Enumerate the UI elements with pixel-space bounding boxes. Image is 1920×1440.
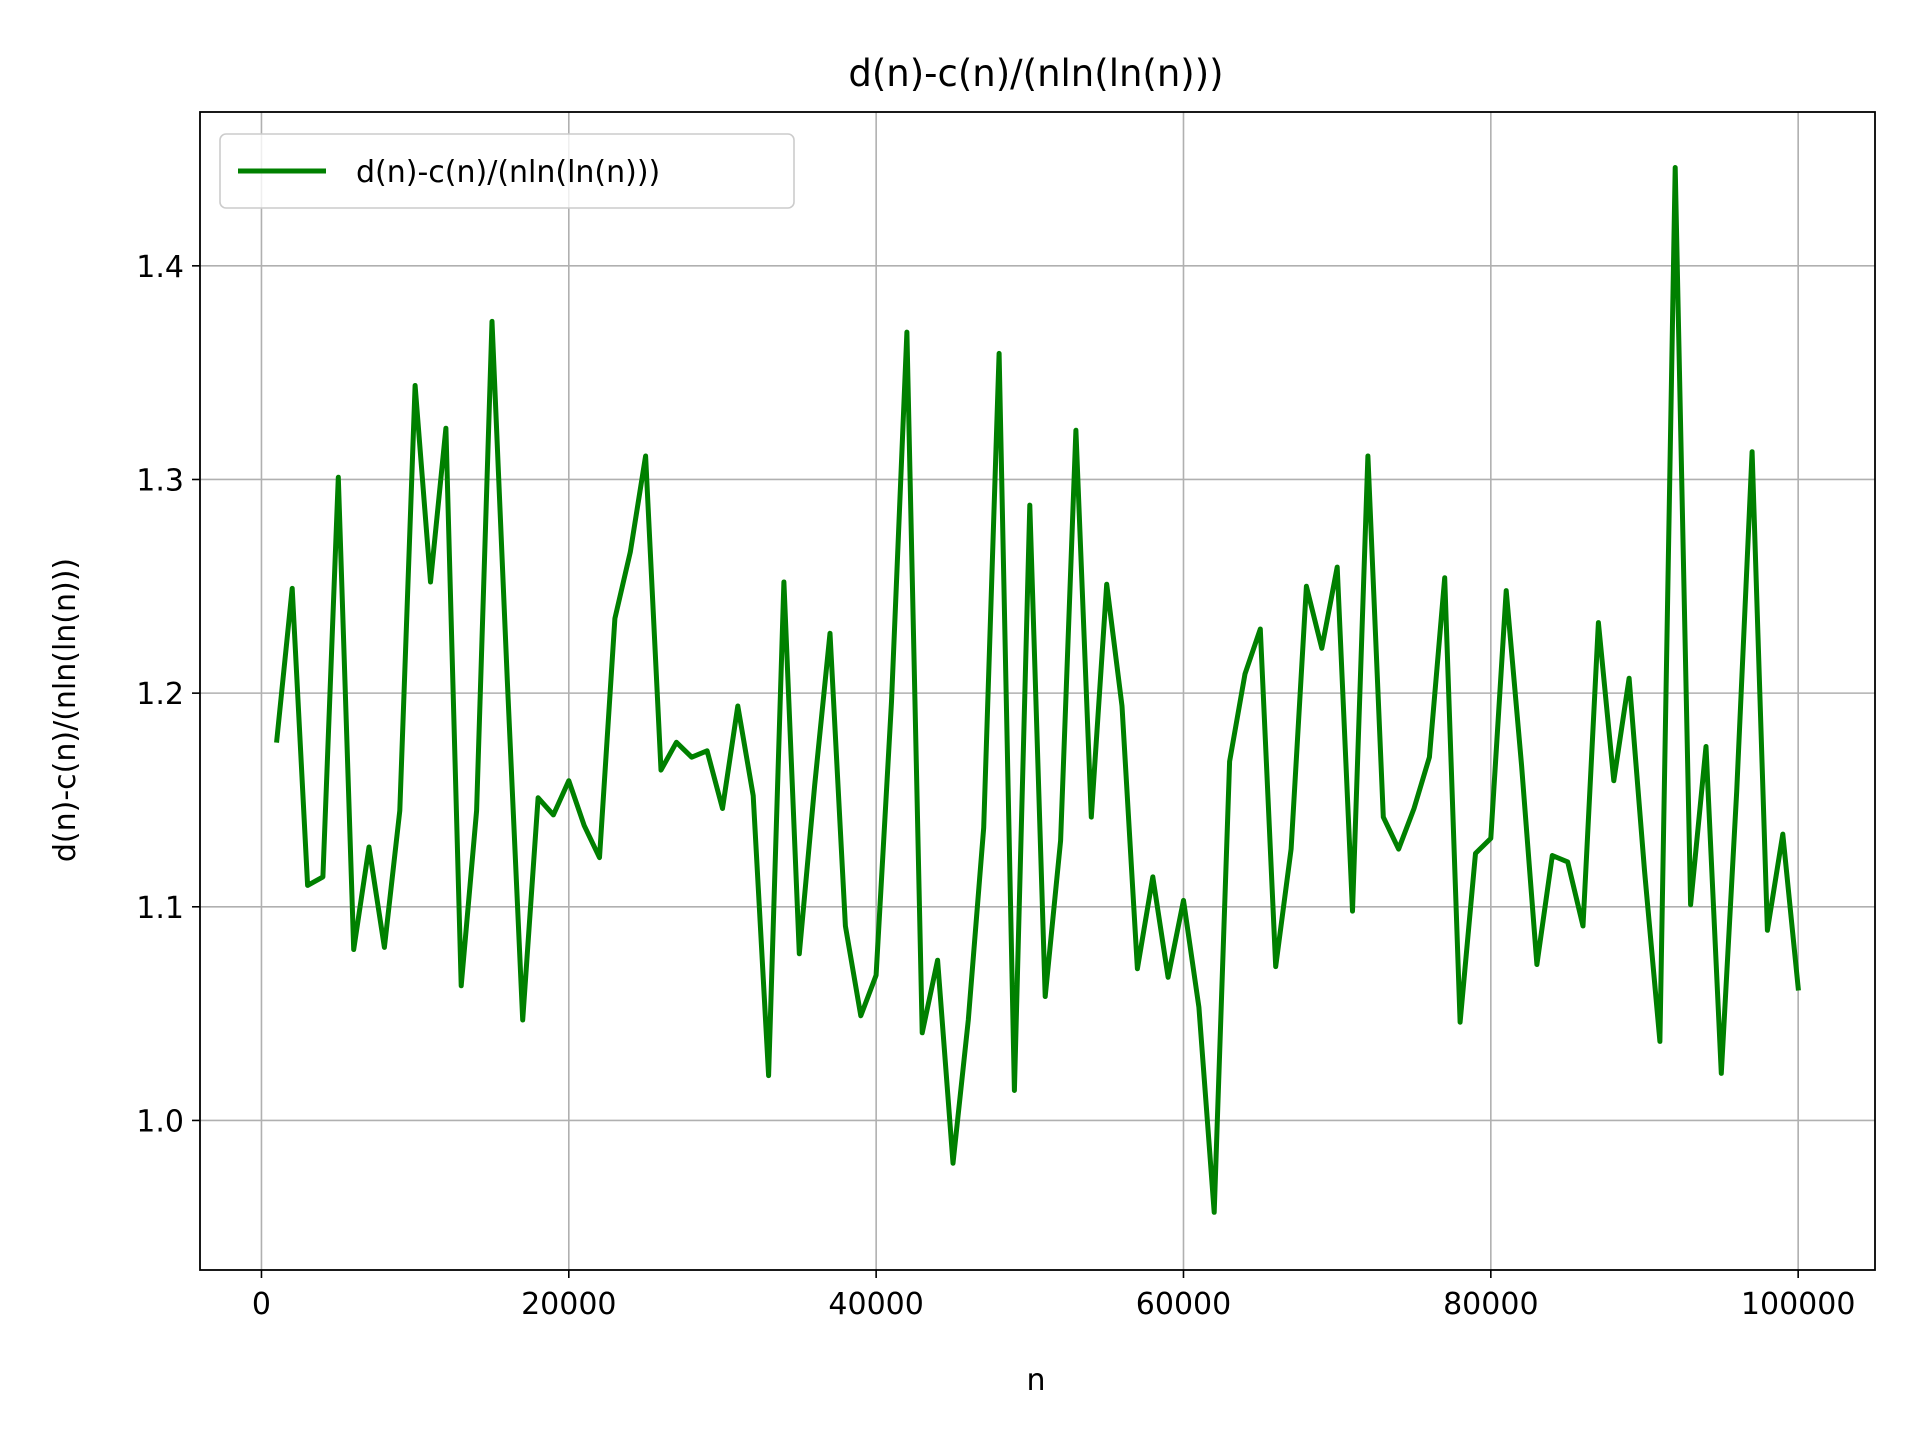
y-tick-label: 1.1 [136,891,184,926]
y-tick-label: 1.2 [136,677,184,712]
legend-entry-label: d(n)-c(n)/(nln(ln(n))) [356,155,660,190]
plot-area [274,165,1801,1215]
axes-frame [199,111,1876,1271]
chart-title: d(n)-c(n)/(nln(ln(n))) [848,52,1223,95]
x-tick-label: 60000 [1136,1287,1231,1322]
x-axis-label: n [1026,1363,1045,1398]
y-axis: 1.0 1.1 1.2 1.3 1.4 [136,250,200,1139]
x-tick-label: 100000 [1741,1287,1856,1322]
series-line [274,165,1801,1215]
legend: d(n)-c(n)/(nln(ln(n))) [219,133,795,209]
x-axis: 0 20000 40000 60000 80000 100000 [252,1270,1856,1322]
x-tick-label: 40000 [828,1287,923,1322]
x-tick-label: 80000 [1443,1287,1538,1322]
y-tick-label: 1.4 [136,250,184,285]
x-tick-label: 0 [252,1287,271,1322]
y-tick-label: 1.3 [136,463,184,498]
y-tick-label: 1.0 [136,1104,184,1139]
x-tick-label: 20000 [521,1287,616,1322]
y-axis-label: d(n)-c(n)/(nln(ln(n))) [48,558,83,862]
legend-box [219,133,795,209]
